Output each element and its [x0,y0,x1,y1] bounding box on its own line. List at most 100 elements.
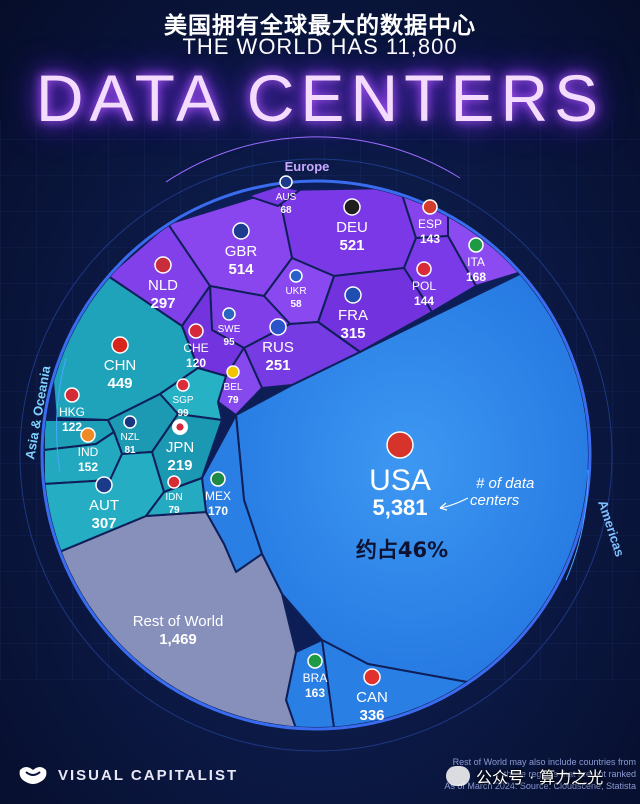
label-value-bel: 79 [227,395,239,406]
flag-fra-icon [344,286,362,304]
flag-swe-icon [222,307,236,321]
wechat-icon [446,766,470,786]
label-code-deu: DEU [336,219,368,236]
label-value-deu: 521 [339,237,364,254]
label-code-gbr: GBR [225,243,258,260]
label-value-bra: 163 [305,686,325,700]
note-line-2: these regions that are not ranked [503,769,636,779]
chinese-title: 美国拥有全球最大的数据中心 [164,13,476,39]
flag-sgp-icon [176,378,190,392]
label-code-swe: SWE [218,324,241,335]
flag-hkg-icon [64,387,80,403]
label-value-nzl: 81 [124,445,136,456]
label-value-idn: 79 [168,505,180,516]
label-value-mex: 170 [208,504,228,518]
main-title: DATA CENTERS [35,61,605,135]
flag-esp-icon [422,199,438,215]
brand-name: VISUAL CAPITALIST [58,766,239,784]
americas-bracket [565,469,589,581]
label-code-hkg: HKG [59,405,85,419]
label-code-che: CHE [183,341,208,355]
cell-pol [403,235,477,313]
label-value-ita: 168 [466,270,486,284]
label-code-fra: FRA [338,307,368,324]
cell-aus [247,185,301,207]
europe-bracket [165,136,461,183]
flag-deu-icon [343,198,361,216]
label-value-nld: 297 [150,295,175,312]
wechat-watermark: 公众号 · 算力之光 [446,764,603,788]
label-code-ind: IND [78,445,99,459]
label-value-swe: 95 [223,337,235,348]
label-value-jpn: 219 [167,457,192,474]
flag-aus-icon [279,175,293,189]
flag-aut-icon [95,476,113,494]
usa-share-label: 约占46% [356,538,448,562]
flag-che-icon [188,323,204,339]
label-code-idn: IDN [165,492,182,503]
label-code-aus: AUS [276,192,297,203]
label-value-rest-of-world: 1,469 [159,631,197,648]
label-value-che: 120 [186,356,206,370]
label-code-ita: ITA [467,255,485,269]
flag-jpn-disc [176,423,184,431]
label-value-usa: 5,381 [372,495,427,520]
label-value-rus: 251 [265,357,290,374]
flag-rus-icon [269,318,287,336]
flag-pol-icon [416,261,432,277]
label-code-ukr: UKR [285,286,306,297]
label-code-rus: RUS [262,339,294,356]
region-label-americas: Americas [595,498,627,558]
label-value-ind: 152 [78,460,98,474]
note-line-1: Rest of World may also include countries… [452,757,636,767]
flag-nld-icon [154,256,172,274]
label-code-usa: USA [369,464,431,497]
annotation-line1: # of data [476,475,534,492]
flag-can-icon [363,668,381,686]
label-code-nld: NLD [148,277,178,294]
visual-capitalist-logo-icon [19,767,47,784]
flag-bel-icon [226,365,240,379]
note-line-3: As of March 2024. Source: Cloudscene, St… [444,781,636,791]
label-code-pol: POL [412,279,436,293]
flag-chn-icon [111,336,129,354]
label-value-aus: 68 [280,205,292,216]
label-value-pol: 144 [414,294,434,308]
brand-logo: VISUAL CAPITALIST [18,764,238,786]
label-code-can: CAN [356,689,388,706]
annotation-arrowhead [439,502,448,511]
watermark-text: 公众号 · 算力之光 [476,768,604,787]
flag-idn-icon [167,475,181,489]
label-code-esp: ESP [418,217,442,231]
flag-mex-icon [210,471,226,487]
flag-nzl-icon [123,415,137,429]
source-note: Rest of World may also include countries… [400,756,636,792]
annotation-line2: centers [470,492,520,509]
label-value-chn: 449 [107,375,132,392]
annotation-arrow [439,497,469,509]
label-code-sgp: SGP [172,395,193,406]
label-value-esp: 143 [420,232,440,246]
flag-ukr-icon [289,269,303,283]
flag-gbr-icon [232,222,250,240]
asia-oceania-bracket [56,357,67,473]
label-code-aut: AUT [89,497,119,514]
label-value-sgp: 99 [177,408,189,419]
flag-usa-icon [386,431,414,459]
label-value-gbr: 514 [228,261,254,278]
label-code-jpn: JPN [166,439,194,456]
label-value-fra: 315 [340,325,365,342]
label-value-aut: 307 [91,515,116,532]
flag-bra-icon [307,653,323,669]
region-label-europe: Europe [285,159,330,174]
label-code-chn: CHN [104,357,137,374]
label-value-hkg: 122 [62,420,82,434]
label-code-rest-of-world: Rest of World [133,613,224,630]
label-value-ukr: 58 [290,299,302,310]
label-code-bel: BEL [224,382,243,393]
flag-ind-icon [80,427,96,443]
label-code-nzl: NZL [121,432,140,443]
cell-idn [145,477,207,517]
label-code-mex: MEX [205,489,231,503]
